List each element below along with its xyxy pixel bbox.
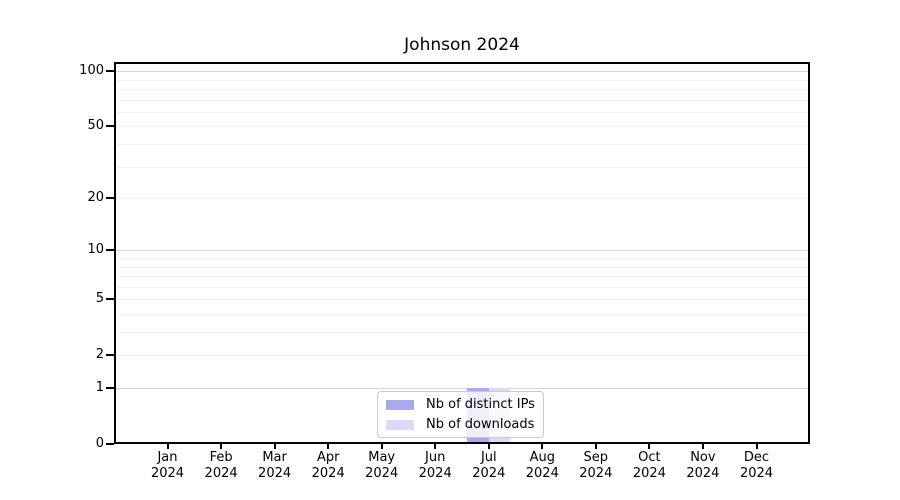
legend-item-downloads: Nb of downloads [386,417,535,433]
y-tick [106,354,114,357]
y-tick-label: 0 [95,436,104,451]
x-tick-label-line: Apr [316,450,340,465]
x-tick-label-line: Nov [690,450,716,465]
x-tick [380,444,383,449]
x-tick-label: Jan 2024 [138,450,198,481]
gridline-minor [114,143,810,145]
y-tick-label: 1 [95,380,104,395]
x-tick-label: Sep 2024 [566,450,626,481]
x-tick [166,444,169,449]
y-tick [106,125,114,128]
x-tick-label-line: Jun [425,450,446,465]
x-tick-label: Nov 2024 [673,450,733,481]
x-tick-label-line: 2024 [632,465,666,481]
gridline-minor [114,313,810,315]
x-tick-label-line: Dec [743,450,770,465]
y-tick [106,298,114,301]
x-tick-label-line: 2024 [739,465,774,481]
y-tick-label: 2 [95,347,104,363]
plot-area: Nb of distinct IPs Nb of downloads [114,62,810,444]
gridline-major [114,250,810,252]
x-tick-label: Aug 2024 [512,450,572,481]
x-tick-label-line: 2024 [258,465,292,481]
x-tick-label-line: 2024 [418,465,452,481]
x-tick-label-line: Oct [638,450,661,465]
x-tick-label-line: 2024 [472,465,506,481]
x-tick-label-line: Jan [157,450,178,465]
x-tick-label: Feb 2024 [191,450,251,481]
legend-swatch-distinct-ips [386,399,414,410]
gridline-major [114,71,810,73]
gridline-minor [114,99,810,101]
x-tick-label-line: 2024 [311,465,345,481]
x-tick-label-line: Feb [209,450,233,465]
legend-label-downloads: Nb of downloads [426,416,535,432]
gridline-minor [114,79,810,81]
y-tick [106,70,114,73]
x-tick [487,444,490,449]
gridline-minor [114,332,810,333]
gridline-minor [114,88,810,90]
x-tick-label: Dec 2024 [727,450,787,481]
x-tick-label-line: 2024 [150,465,185,481]
x-tick-label: Jun 2024 [405,450,465,481]
x-tick-label: Oct 2024 [619,450,679,481]
y-tick [106,443,114,445]
x-tick-label: Jul 2024 [459,450,519,481]
x-tick [755,444,758,449]
x-tick [701,444,704,449]
x-tick [594,444,597,449]
gridline-minor [114,257,810,259]
x-tick-label-line: Aug [529,450,555,465]
legend-swatch-downloads [386,419,414,430]
legend: Nb of distinct IPs Nb of downloads [377,391,544,438]
y-tick-label: 20 [87,190,104,205]
x-tick-label-line: 2024 [204,465,238,481]
x-tick-label-line: 2024 [579,465,613,481]
y-tick-label: 50 [87,118,104,134]
gridline-minor [114,286,810,288]
x-tick-label: May 2024 [352,450,412,481]
x-tick-label: Apr 2024 [298,450,358,481]
gridline-minor [114,276,810,277]
x-tick [327,444,330,449]
x-tick-label-line: Jul [480,450,497,465]
y-tick [106,197,114,199]
x-tick-label-line: 2024 [686,465,720,481]
gridline-minor [114,166,810,168]
x-tick [434,444,437,449]
gridline-minor [114,299,810,301]
y-tick [106,249,114,252]
x-tick [541,444,544,449]
x-tick-label-line: 2024 [525,465,559,481]
gridline-minor [114,266,810,268]
gridline-minor [114,126,810,128]
x-tick [273,444,276,449]
y-tick [106,387,114,389]
x-tick [648,444,651,449]
chart-title: Johnson 2024 [404,35,520,55]
legend-label-distinct-ips: Nb of distinct IPs [426,396,535,412]
y-tick-label: 5 [95,291,104,307]
x-tick-label-line: May [368,450,396,465]
x-tick-label-line: Sep [583,450,609,465]
gridline-minor [114,355,810,357]
x-tick-label-line: Mar [262,450,287,465]
x-tick [220,444,223,449]
y-tick-label: 100 [79,63,104,79]
x-tick-label-line: 2024 [365,465,399,481]
legend-item-distinct-ips: Nb of distinct IPs [386,397,535,413]
x-tick-label: Mar 2024 [245,450,305,481]
y-tick-label: 10 [87,242,104,258]
gridline-major [114,388,810,389]
gridline-minor [114,198,810,199]
gridline-minor [114,111,810,113]
